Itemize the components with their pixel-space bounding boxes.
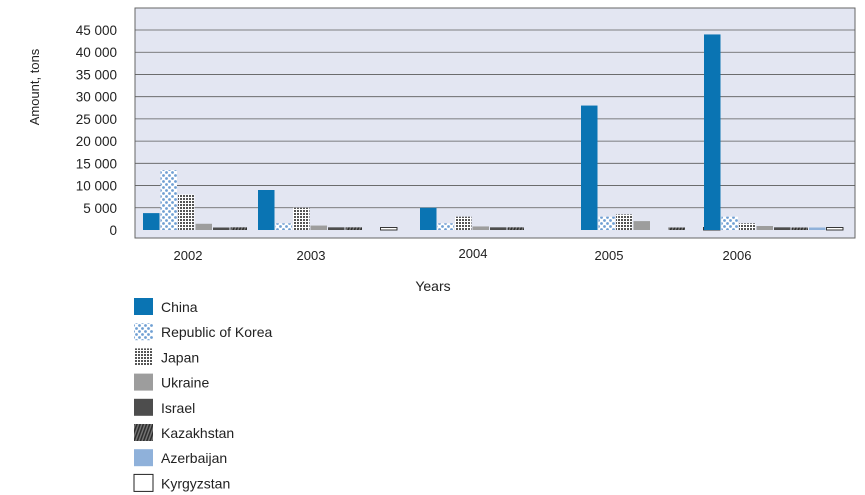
y-tick-label: 5 000 [83, 201, 117, 216]
bar-ukraine-2005 [633, 221, 650, 230]
bar-azerbaijan-2006 [809, 227, 826, 230]
bars [143, 34, 844, 231]
legend-swatch-ukraine [134, 373, 153, 391]
bar-japan-2005 [616, 214, 633, 230]
bar-republic-of-korea-2006 [721, 216, 738, 230]
bar-china-2006 [704, 34, 721, 230]
bar-kazakhstan-2005 [668, 227, 685, 230]
legend-label: Ukraine [161, 375, 209, 391]
legend: China Republic of Korea Japan Ukraine Israel… [133, 298, 273, 492]
x-tick-label: 2005 [595, 248, 624, 263]
y-tick-label: 45 000 [76, 23, 117, 38]
legend-swatch-kyrgyzstan [133, 473, 154, 492]
bar-japan-2004 [455, 216, 472, 230]
y-tick-label: 30 000 [76, 90, 117, 105]
legend-swatch-republic-of-korea [134, 323, 153, 341]
x-tick-label: 2002 [174, 248, 203, 263]
bar-japan-2002 [178, 194, 195, 230]
y-axis-label: Amount, tons [27, 48, 42, 125]
bar-israel-2004 [490, 227, 507, 230]
bar-ukraine-2004 [472, 226, 489, 230]
y-tick-label: 25 000 [76, 112, 117, 127]
legend-swatch-japan [134, 348, 153, 366]
x-tick-label: 2003 [297, 248, 326, 263]
bar-kyrgyzstan-2006 [826, 227, 844, 231]
bar-kazakhstan-2003 [345, 227, 362, 230]
bar-republic-of-korea-2005 [598, 216, 615, 230]
bar-ukraine-2003 [310, 225, 327, 230]
bar-china-2004 [420, 207, 437, 230]
legend-label: Kyrgyzstan [161, 475, 230, 491]
legend-swatch-israel [134, 398, 153, 416]
x-axis-label: Years [415, 278, 450, 294]
legend-label: China [161, 299, 198, 315]
y-tick-label: 20 000 [76, 134, 117, 149]
legend-label: Kazakhstan [161, 425, 234, 441]
bar-israel-2002 [213, 227, 230, 230]
bar-kazakhstan-2006 [791, 227, 808, 230]
legend-label: Israel [161, 400, 195, 416]
y-axis-ticks: 0 5 000 10 000 15 000 20 000 25 000 30 000 35 0… [76, 23, 117, 238]
bar-china-2005 [581, 105, 598, 230]
y-tick-label: 35 000 [76, 67, 117, 82]
y-tick-label: 40 000 [76, 45, 117, 60]
bar-republic-of-korea-2003 [275, 223, 292, 230]
legend-swatch-azerbaijan [134, 449, 153, 467]
grid-lines [135, 29, 855, 209]
legend-swatch-china [134, 298, 153, 315]
x-tick-label: 2004 [459, 246, 488, 261]
bar-japan-2006 [739, 223, 756, 230]
bar-republic-of-korea-2004 [437, 223, 454, 230]
bar-china-2003 [258, 190, 275, 230]
plot-area [134, 7, 856, 239]
x-axis-ticks: 2002 2003 2004 2005 2006 [174, 246, 752, 263]
x-tick-label: 2006 [723, 248, 752, 263]
legend-label: Azerbaijan [161, 450, 227, 466]
bar-kyrgyzstan-2003 [380, 227, 398, 231]
legend-label: Republic of Korea [161, 324, 273, 340]
bar-ukraine-2002 [195, 223, 212, 230]
bar-israel-2006 [774, 227, 791, 230]
y-tick-label: 15 000 [76, 156, 117, 171]
bar-ukraine-2006 [756, 226, 773, 230]
y-tick-label: 10 000 [76, 179, 117, 194]
y-tick-label: 0 [109, 223, 117, 238]
legend-swatch-kazakhstan [134, 424, 153, 441]
bar-kazakhstan-2002 [230, 227, 247, 230]
legend-label: Japan [161, 349, 199, 365]
bar-china-2002 [143, 213, 160, 230]
bar-kazakhstan-2004 [507, 227, 524, 230]
bar-israel-2003 [328, 227, 345, 230]
bar-republic-of-korea-2002 [160, 170, 177, 230]
bar-japan-2003 [293, 207, 310, 230]
